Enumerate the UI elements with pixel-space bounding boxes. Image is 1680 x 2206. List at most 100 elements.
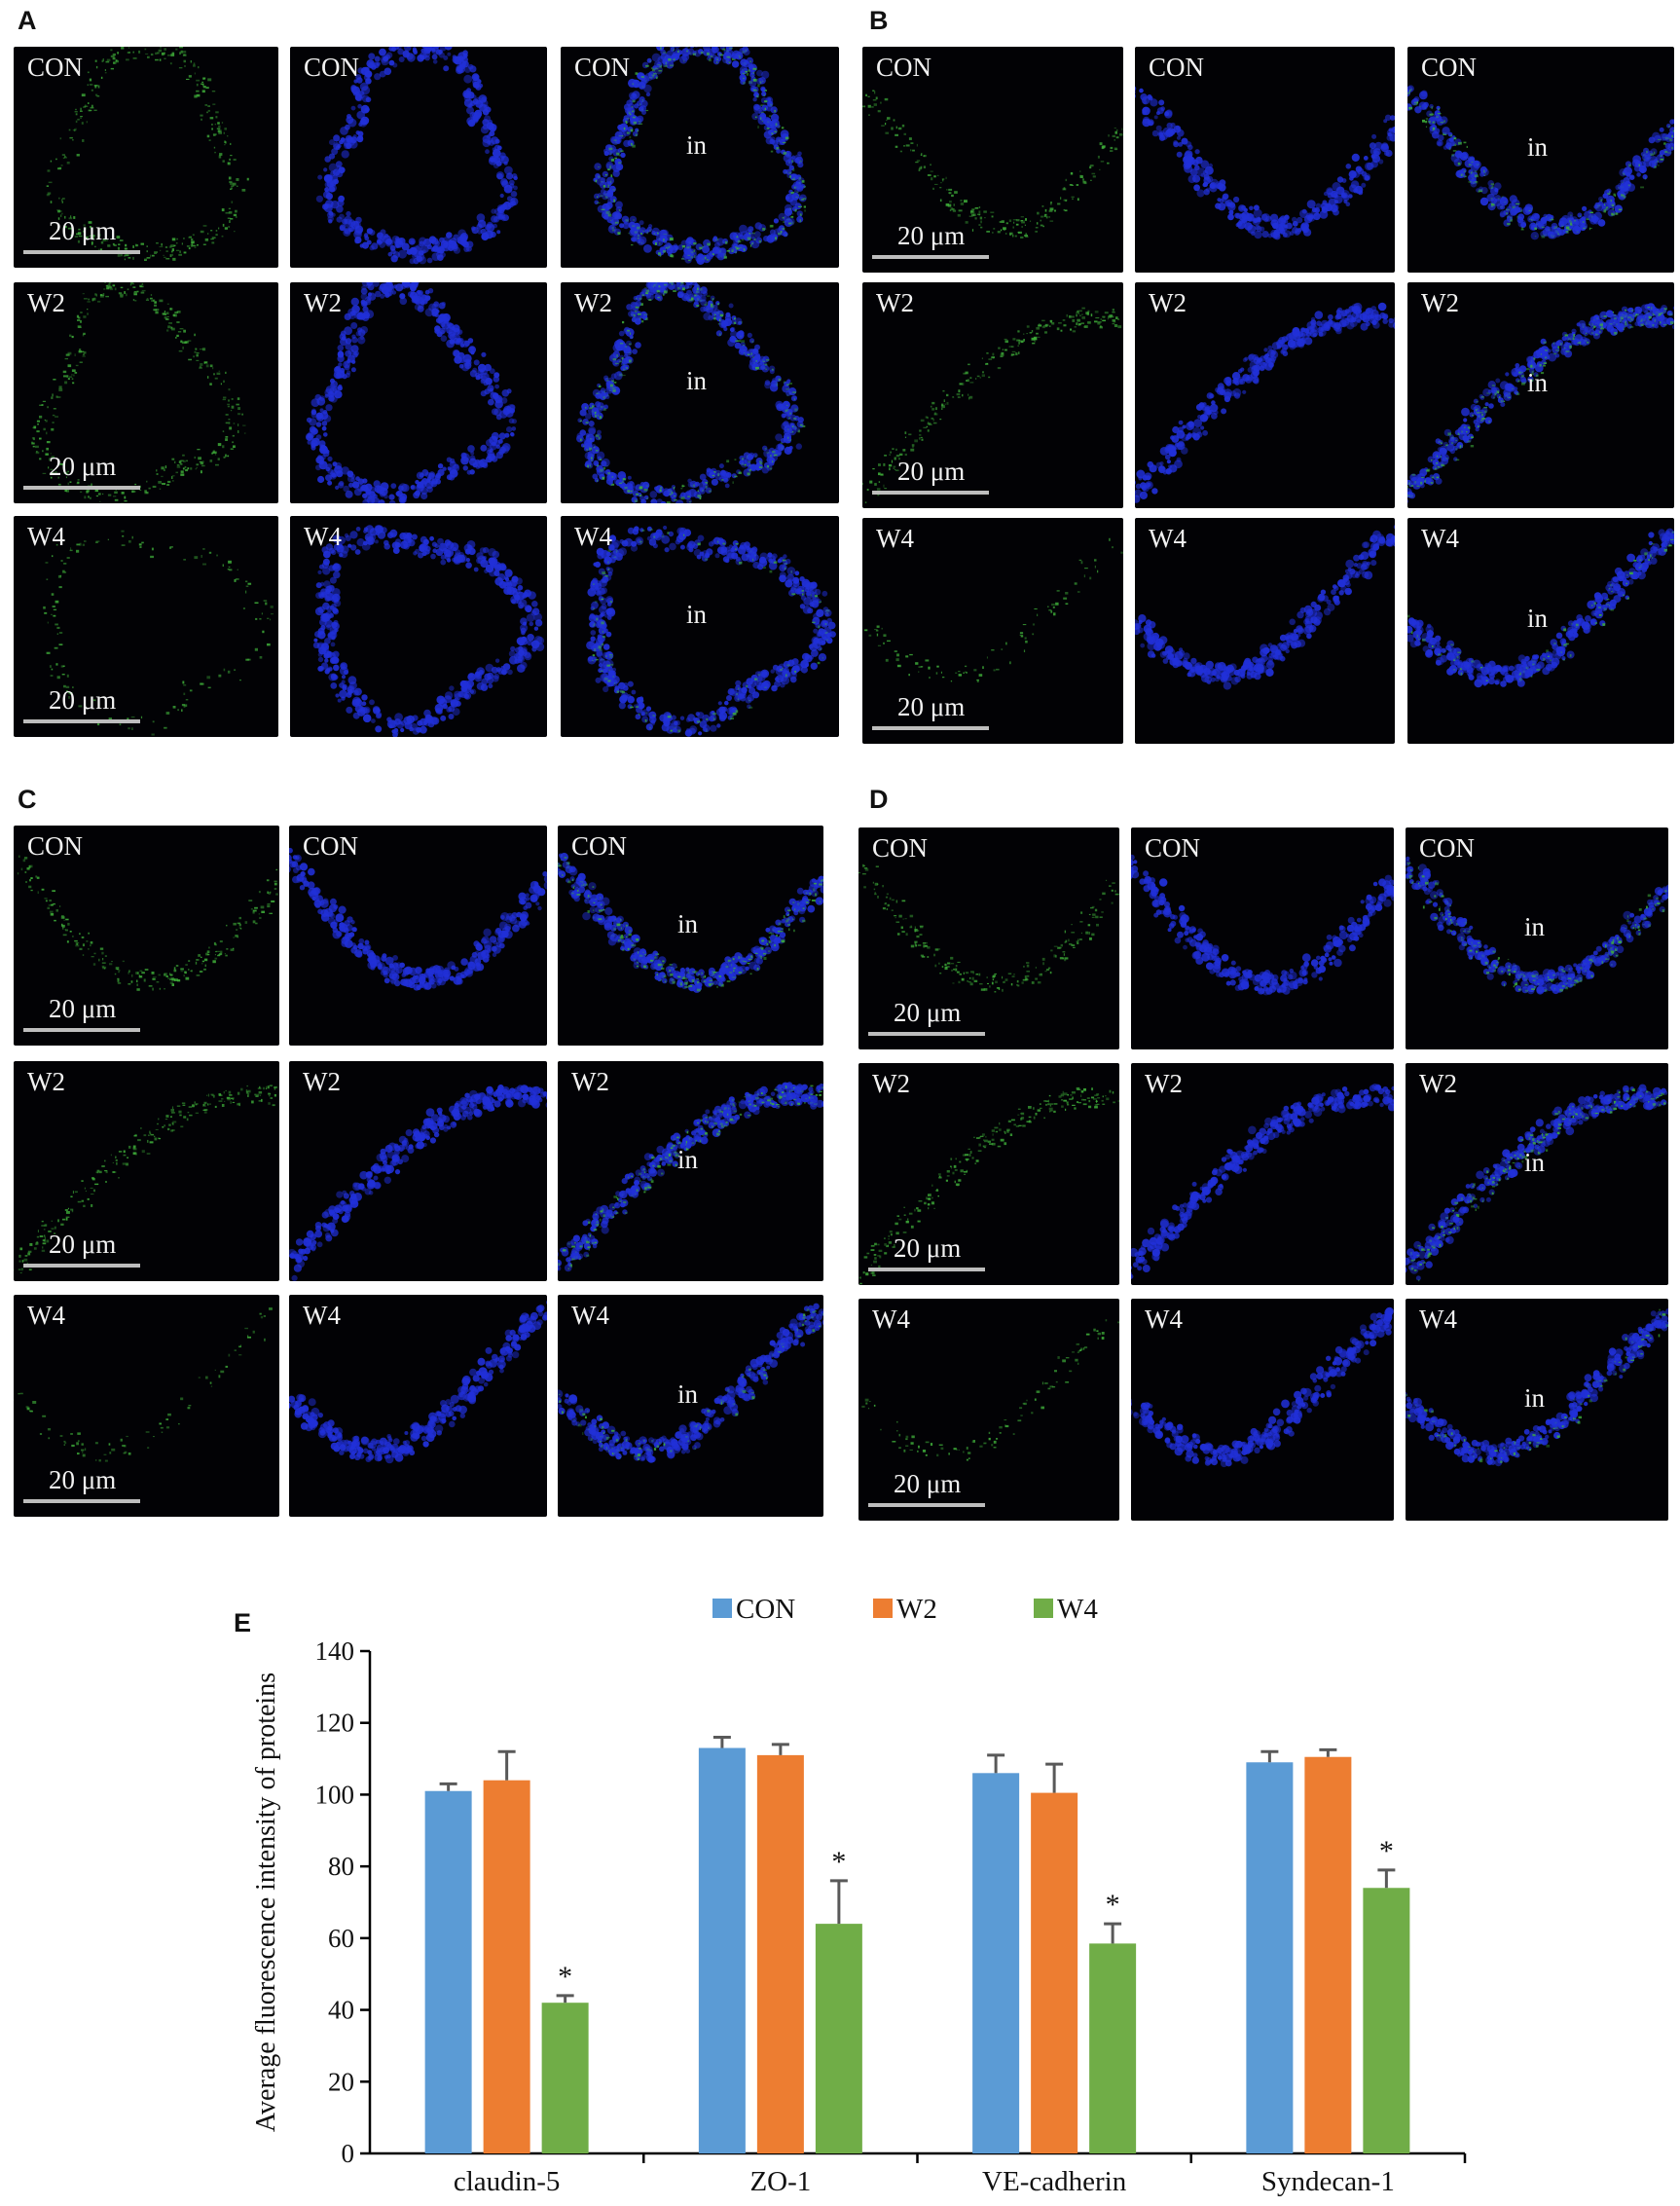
- stain-texture: [315, 47, 519, 265]
- micrograph-d-con-merge: CON in: [1406, 827, 1668, 1049]
- group-label: W2: [303, 1067, 341, 1096]
- micrograph-d-w2-green: W2 20 μm: [858, 1063, 1119, 1285]
- micrograph-d-w4-merge: W4 in: [1406, 1299, 1668, 1521]
- scale-bar-line: [23, 1028, 140, 1032]
- micrograph-d-w4-green: W4 20 μm: [858, 1299, 1119, 1521]
- scale-bar-line: [872, 726, 989, 730]
- bar-con-zo-1: [698, 1747, 746, 2153]
- panel-letter-c: C: [18, 785, 37, 814]
- stain-texture: [1406, 1084, 1668, 1282]
- scale-bar: 20 μm: [23, 447, 150, 490]
- micrograph-a-w2-blue: W2: [290, 282, 547, 503]
- scale-bar-label: 20 μm: [897, 221, 966, 250]
- group-label: W4: [571, 1301, 609, 1330]
- stain-texture: [858, 1086, 1119, 1285]
- group-label: W2: [304, 288, 342, 317]
- scale-bar-line: [23, 250, 140, 254]
- micrograph-a-con-blue: CON: [290, 47, 547, 268]
- lumen-label: in: [1527, 604, 1549, 633]
- micrograph-a-con-merge: CON in: [561, 47, 839, 268]
- stain-texture: [312, 525, 545, 737]
- panel-letter-b: B: [869, 6, 889, 35]
- micrograph-a-w4-merge: W4 in: [561, 516, 839, 737]
- scale-bar-label: 20 μm: [49, 1230, 117, 1259]
- group-label: CON: [1145, 833, 1201, 863]
- stain-texture: [14, 1085, 277, 1274]
- group-label: W2: [1149, 288, 1187, 317]
- y-tick-label: 40: [328, 1996, 354, 2025]
- stain-texture: [43, 530, 274, 736]
- micrograph-d-con-blue: CON: [1131, 827, 1394, 1049]
- stain-texture: [586, 525, 836, 737]
- micrograph-c-w2-green: W2 20 μm: [14, 1061, 279, 1281]
- panel-letter-d: D: [869, 785, 889, 814]
- bar-w2-ve-cadherin: [1031, 1792, 1078, 2153]
- scale-bar: 20 μm: [23, 1460, 150, 1503]
- stain-texture: [1131, 1306, 1394, 1468]
- scale-bar: 20 μm: [872, 452, 999, 495]
- group-label: W2: [876, 288, 914, 317]
- significance-marker: *: [831, 1846, 846, 1878]
- group-label: W4: [872, 1305, 910, 1334]
- group-label: W4: [1145, 1305, 1183, 1334]
- scale-bar-line: [23, 486, 140, 490]
- micrograph-c-w2-merge: W2 in: [558, 1061, 823, 1281]
- stain-texture: [14, 1307, 273, 1462]
- scale-bar-line: [872, 491, 989, 495]
- stain-texture: [861, 1319, 1119, 1461]
- stain-texture: [558, 1303, 823, 1463]
- micrograph-b-con-blue: CON: [1135, 47, 1395, 273]
- stain-texture: [289, 1300, 547, 1464]
- stain-texture: [31, 282, 246, 503]
- scale-bar-line: [23, 1499, 140, 1503]
- stain-texture: [1407, 85, 1674, 240]
- scale-bar-label: 20 μm: [49, 685, 117, 715]
- group-label: W2: [1145, 1069, 1183, 1098]
- group-label: W4: [27, 1301, 65, 1330]
- group-label: CON: [872, 833, 929, 863]
- micrograph-b-con-green: CON 20 μm: [862, 47, 1123, 273]
- scale-bar-line: [868, 1503, 985, 1507]
- lumen-label: in: [686, 366, 708, 395]
- group-label: CON: [303, 831, 359, 861]
- significance-marker: *: [1379, 1835, 1394, 1867]
- lumen-label: in: [1524, 1383, 1546, 1413]
- group-label: W4: [303, 1301, 341, 1330]
- micrograph-b-w4-blue: W4: [1135, 518, 1395, 744]
- group-label: W4: [876, 524, 914, 553]
- scale-bar: 20 μm: [872, 687, 999, 730]
- micrograph-b-w4-green: W4 20 μm: [862, 518, 1123, 744]
- group-label: CON: [304, 53, 360, 82]
- scale-bar-line: [23, 719, 140, 723]
- x-category-label: ZO-1: [749, 2166, 811, 2197]
- y-tick-label: 60: [328, 1924, 354, 1953]
- lumen-label: in: [1524, 912, 1546, 941]
- bar-chart: 0 20 40 60 80 100 120 140 Average fluorescence i…: [251, 1594, 1467, 2197]
- bar-con-ve-cadherin: [972, 1773, 1020, 2153]
- scale-bar: 20 μm: [868, 1464, 995, 1507]
- micrograph-c-con-green: CON 20 μm: [14, 826, 279, 1046]
- y-tick-label: 80: [328, 1852, 354, 1881]
- scale-bar: 20 μm: [868, 993, 995, 1036]
- micrograph-a-w4-green: W4 20 μm: [14, 516, 278, 737]
- y-tick-label: 20: [328, 2067, 354, 2096]
- group-label: W2: [571, 1067, 609, 1096]
- scale-bar-label: 20 μm: [894, 1469, 962, 1498]
- y-tick-label: 0: [342, 2139, 355, 2168]
- stain-texture: [862, 90, 1123, 239]
- stain-texture: [289, 847, 547, 991]
- lumen-label: in: [677, 1145, 699, 1174]
- micrograph-b-w2-green: W2 20 μm: [862, 282, 1123, 508]
- micrograph-b-w2-blue: W2: [1135, 282, 1395, 508]
- stain-texture: [1131, 854, 1394, 996]
- scale-bar-line: [872, 255, 989, 259]
- bar-w4-syndecan-1: [1363, 1888, 1410, 2153]
- lumen-label: in: [1524, 1148, 1546, 1177]
- y-axis-label: Average fluorescence intensity of protei…: [251, 1673, 281, 2132]
- stain-texture: [289, 1085, 547, 1281]
- group-label: W4: [27, 522, 65, 551]
- group-label: CON: [1421, 53, 1478, 82]
- lumen-label: in: [1527, 132, 1549, 162]
- stain-texture: [862, 307, 1122, 503]
- group-label: W4: [1149, 524, 1187, 553]
